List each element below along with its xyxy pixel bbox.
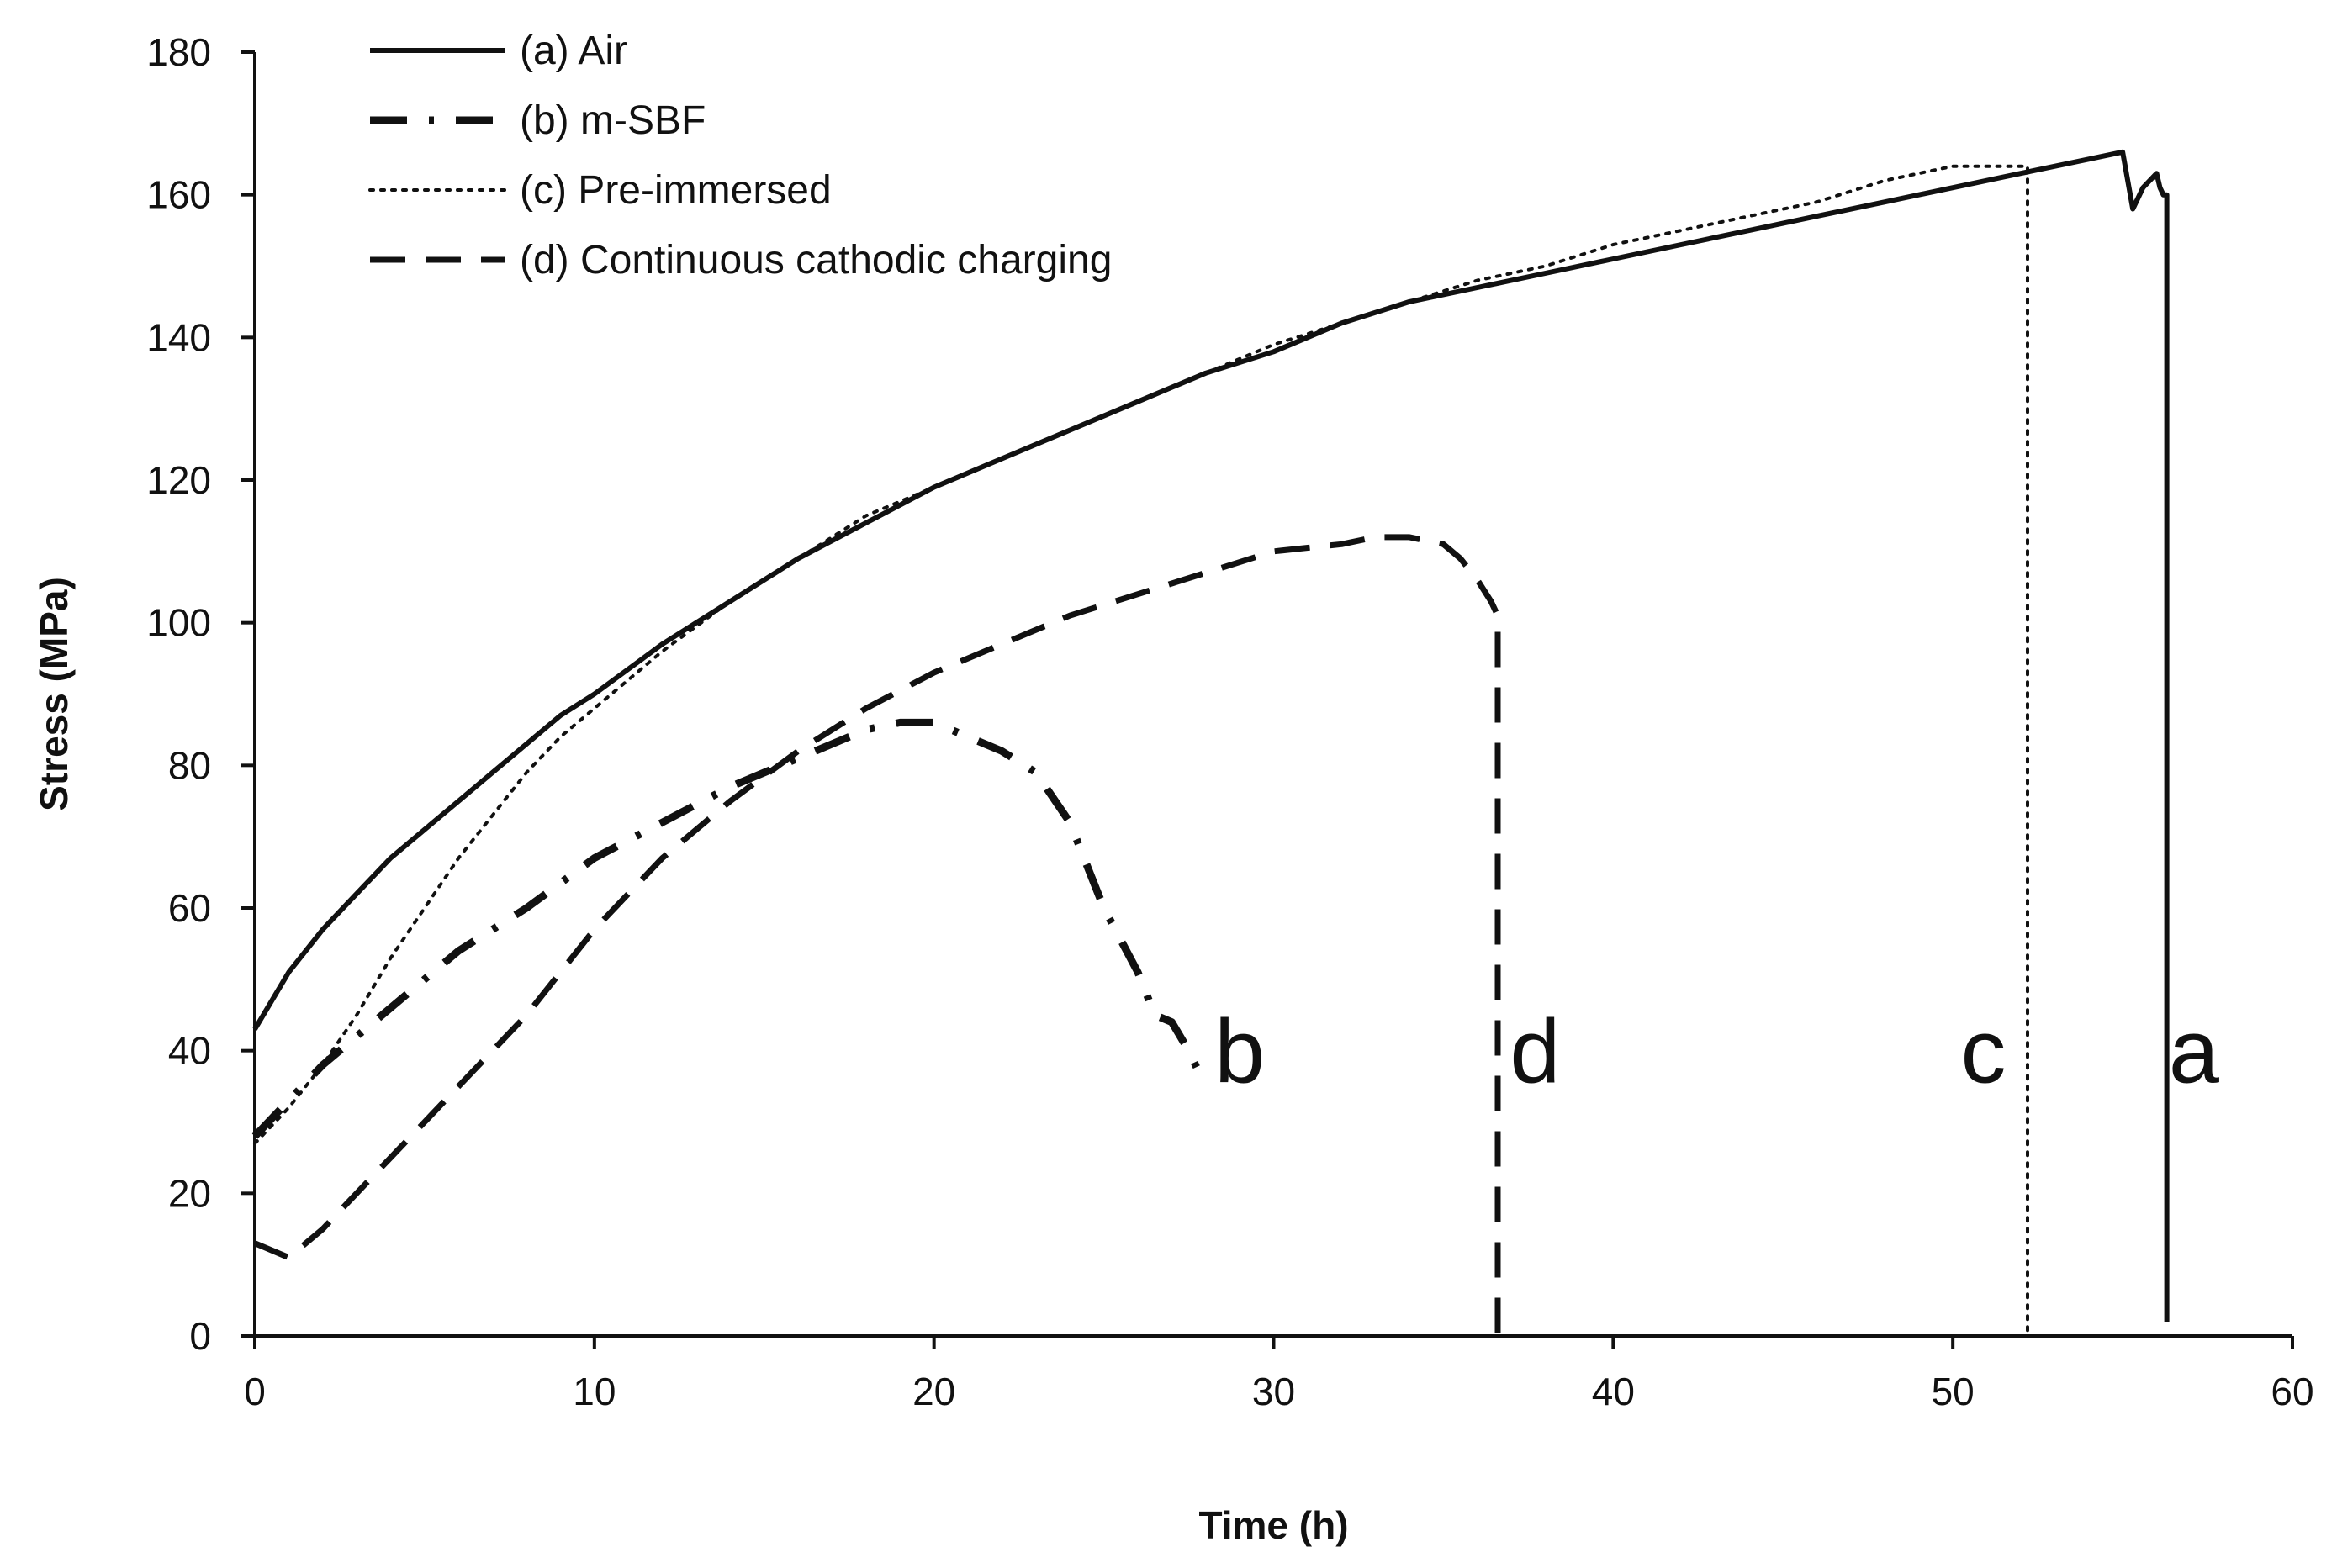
curve-label-c: c: [1961, 1000, 2007, 1102]
data-series: [251, 149, 2170, 1338]
series-d-line: [253, 534, 1501, 1336]
x-tick-label: 50: [1932, 1370, 1975, 1413]
curve-label-b: b: [1214, 1000, 1265, 1102]
y-tick-label: 160: [146, 173, 211, 217]
x-tick-label: 60: [2271, 1370, 2313, 1413]
x-axis-title: Time (h): [1198, 1503, 1348, 1547]
y-axis-title: Stress (MPa): [32, 577, 76, 811]
x-tick-label: 10: [573, 1370, 616, 1413]
x-tick-label: 30: [1252, 1370, 1295, 1413]
y-tick-label: 100: [146, 601, 211, 645]
legend-label-c: (c) Pre-immersed: [520, 168, 832, 213]
x-axis-ticks: 0 10 20 30 40 50 60: [244, 1336, 2314, 1413]
x-tick-label: 40: [1592, 1370, 1635, 1413]
legend: (a) Air (b) m-SBF (c) Pre-immersed (d) Cont…: [368, 29, 1112, 282]
y-tick-label: 20: [168, 1171, 211, 1215]
y-tick-label: 80: [168, 743, 211, 787]
curve-label-a: a: [2169, 1000, 2220, 1102]
series-a-line: [252, 149, 2170, 1322]
y-tick-label: 0: [189, 1314, 211, 1358]
y-tick-label: 40: [168, 1029, 211, 1073]
y-tick-label: 120: [146, 458, 211, 502]
y-tick-label: 60: [168, 886, 211, 930]
y-tick-label: 140: [146, 315, 211, 359]
x-tick-label: 0: [244, 1370, 266, 1413]
legend-label-b: (b) m-SBF: [520, 98, 706, 143]
curve-label-d: d: [1510, 1000, 1560, 1102]
x-tick-label: 20: [912, 1370, 955, 1413]
y-axis-ticks: 0 20 40 60 80 100 120 140 160 180: [146, 30, 255, 1358]
legend-label-d: (d) Continuous cathodic charging: [520, 238, 1112, 282]
legend-label-a: (a) Air: [520, 29, 627, 73]
y-tick-label: 180: [146, 30, 211, 74]
series-c-line: [253, 164, 2029, 1338]
series-b-line: [251, 718, 1209, 1139]
